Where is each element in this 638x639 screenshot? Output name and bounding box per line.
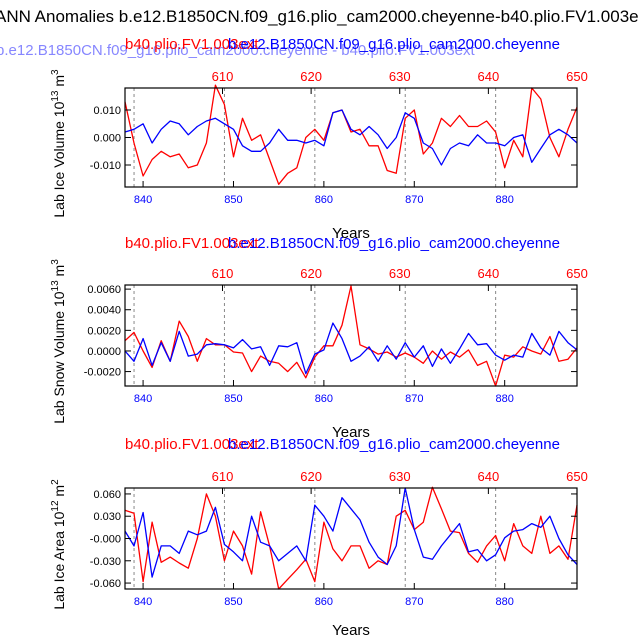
y-tick-label: 0.0020 <box>87 325 121 337</box>
chart-panel-2: b40.plio.FV1.003extb.e12.B1850CN.f09_g16… <box>50 235 588 441</box>
chart-panel-1: b40.plio.FV1.003extb.e12.B1850CN.f09_g16… <box>50 36 588 242</box>
x-tick-label-bottom: 840 <box>134 393 152 405</box>
x-tick-label-bottom: 870 <box>405 393 423 405</box>
panels: b40.plio.FV1.003extb.e12.B1850CN.f09_g16… <box>50 36 588 639</box>
x-tick-label-top: 640 <box>478 469 500 484</box>
x-tick-label-top: 620 <box>300 469 322 484</box>
plot-frame <box>124 284 578 387</box>
x-tick-label-bottom: 860 <box>315 596 333 608</box>
x-tick-label-top: 630 <box>389 69 411 84</box>
series-line-blue <box>124 322 578 375</box>
series-line-blue <box>124 109 578 166</box>
series-title-blue: b.e12.B1850CN.f09_g16.plio_cam2000.cheye… <box>228 235 560 252</box>
y-tick-label: -0.060 <box>90 578 121 590</box>
y-tick-label: -0.000 <box>90 534 121 546</box>
y-axis-label: Lab Snow Volume 1013 m3 <box>50 259 67 424</box>
y-tick-label: 0.000 <box>93 133 121 145</box>
series-title-blue: b.e12.B1850CN.f09_g16.plio_cam2000.cheye… <box>228 436 560 453</box>
plot-frame <box>124 487 578 590</box>
x-axis-label: Years <box>332 225 370 242</box>
series-title-red: b40.plio.FV1.003ext <box>125 36 259 53</box>
figure-subtitle-ghost: b.e12.B1850CN.f09_g16.plio_cam2000.cheye… <box>0 42 476 59</box>
x-tick-label-top: 610 <box>212 69 234 84</box>
x-axis-label: Years <box>332 424 370 441</box>
x-tick-label-bottom: 880 <box>496 596 514 608</box>
x-tick-label-bottom: 840 <box>134 596 152 608</box>
y-tick-label: -0.030 <box>90 556 121 568</box>
x-tick-label-top: 630 <box>389 469 411 484</box>
x-tick-label-bottom: 880 <box>496 393 514 405</box>
x-tick-label-top: 650 <box>566 266 588 281</box>
x-tick-label-bottom: 870 <box>405 596 423 608</box>
x-tick-label-bottom: 860 <box>315 194 333 206</box>
y-tick-label: 0.060 <box>93 489 121 501</box>
series-line-red <box>124 285 578 387</box>
x-tick-label-bottom: 880 <box>496 194 514 206</box>
y-tick-label: 0.010 <box>93 105 121 117</box>
y-tick-label: 0.0040 <box>87 305 121 317</box>
x-tick-label-top: 620 <box>300 69 322 84</box>
x-tick-label-top: 640 <box>478 266 500 281</box>
plot-frame <box>124 87 578 188</box>
x-tick-label-top: 610 <box>212 469 234 484</box>
x-tick-label-bottom: 840 <box>134 194 152 206</box>
y-tick-label: 0.0060 <box>87 284 121 296</box>
x-tick-label-bottom: 870 <box>405 194 423 206</box>
y-tick-label: -0.0020 <box>84 367 121 379</box>
x-tick-label-top: 650 <box>566 469 588 484</box>
y-tick-label: -0.010 <box>90 160 121 172</box>
series-line-red <box>124 486 578 590</box>
x-tick-label-bottom: 850 <box>224 393 242 405</box>
x-tick-label-bottom: 850 <box>224 596 242 608</box>
x-tick-label-top: 630 <box>389 266 411 281</box>
series-line-blue <box>124 487 578 578</box>
y-axis-label: Lab Ice Volume 1013 m3 <box>50 69 67 218</box>
series-title-blue: b.e12.B1850CN.f09_g16.plio_cam2000.cheye… <box>228 36 560 53</box>
x-axis-label: Years <box>332 622 370 639</box>
y-tick-label: 0.030 <box>93 511 121 523</box>
x-tick-label-top: 650 <box>566 69 588 84</box>
y-tick-label: 0.0000 <box>87 346 121 358</box>
series-title-red: b40.plio.FV1.003ext <box>125 235 259 252</box>
series-title-red: b40.plio.FV1.003ext <box>125 436 259 453</box>
series-line-red <box>124 84 578 185</box>
y-axis-label: Lab Ice Area 1012 m2 <box>50 479 67 610</box>
x-tick-label-top: 610 <box>212 266 234 281</box>
x-tick-label-top: 640 <box>478 69 500 84</box>
chart-panel-3: b40.plio.FV1.003extb.e12.B1850CN.f09_g16… <box>50 436 588 639</box>
x-tick-label-bottom: 850 <box>224 194 242 206</box>
x-tick-label-bottom: 860 <box>315 393 333 405</box>
figure-title: ANN Anomalies b.e12.B1850CN.f09_g16.plio… <box>0 7 638 26</box>
x-tick-label-top: 620 <box>300 266 322 281</box>
